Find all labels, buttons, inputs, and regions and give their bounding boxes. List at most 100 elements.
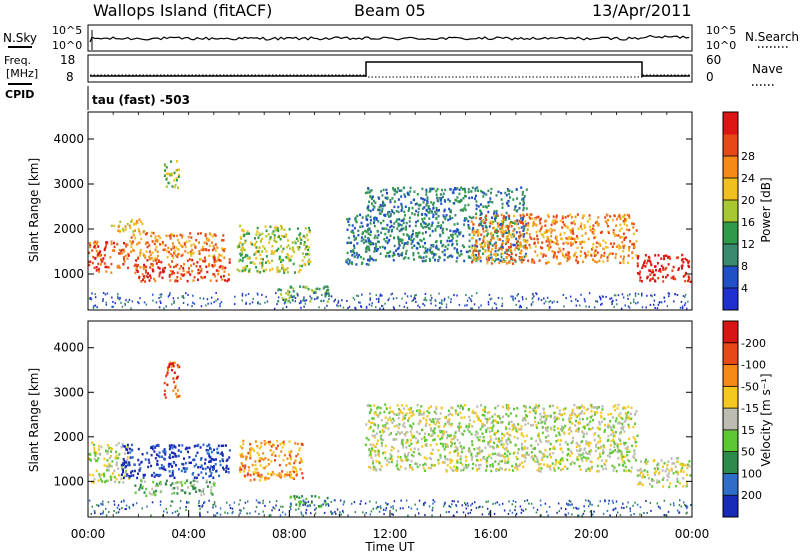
colorbar-swatch-8	[723, 112, 738, 135]
echo-region-3	[133, 258, 231, 283]
colorbar-swatch-5	[723, 178, 738, 201]
near-range-echoes	[88, 499, 692, 517]
colorbar-swatch-5	[723, 386, 738, 409]
colorbar-tick-6: 28	[741, 150, 755, 163]
freq-trace	[90, 61, 690, 77]
colorbar-swatch-1	[723, 266, 738, 289]
velocity-colorbar: 200 100 50 15 -15 -50 -100 -200	[722, 320, 766, 518]
noise-right-tick-bottom: 10^0	[706, 39, 736, 52]
cpid-label: CPID	[5, 88, 34, 101]
x-axis-label: Time UT	[364, 540, 415, 554]
ytick-label-0: 1000	[53, 474, 84, 488]
colorbar-tick-3: 16	[741, 216, 755, 229]
beam-title: Beam 05	[354, 1, 426, 20]
colorbar-swatch-3	[723, 222, 738, 245]
colorbar-tick-1: 100	[741, 467, 762, 480]
velocity-colorbar-label: Velocity [m s⁻¹]	[759, 373, 773, 466]
echo-region-0	[88, 240, 130, 274]
colorbar-swatch-2	[723, 451, 738, 474]
power-colorbar: 4 8 12 16 20 24 28	[722, 111, 755, 311]
echo-region-2	[134, 479, 216, 497]
colorbar-swatch-7	[723, 342, 738, 366]
noise-right-label: N.Search	[745, 30, 799, 44]
echo-region-1	[110, 218, 146, 234]
velocity-ylabel: Slant Range [km]	[27, 368, 41, 472]
xtick-label-0: 00:00	[71, 527, 106, 541]
echo-region-7	[636, 457, 692, 489]
ytick-label-3: 4000	[53, 341, 84, 355]
ytick-label-1: 2000	[53, 430, 84, 444]
freq-unit-label: [MHz]	[6, 67, 38, 80]
velocity-panel: 1000 2000 3000 4000 Slant Range [km] 200 100…	[27, 112, 773, 554]
colorbar-tick-3: 15	[741, 424, 755, 437]
colorbar-tick-2: 50	[741, 446, 755, 459]
power-echo-marks	[88, 160, 692, 310]
xtick-label-5: 20:00	[574, 527, 609, 541]
colorbar-swatch-7	[723, 134, 738, 157]
xtick-label-2: 08:00	[272, 527, 307, 541]
colorbar-swatch-0	[723, 288, 738, 311]
colorbar-tick-0: 200	[741, 489, 762, 502]
velocity-y-axis: 1000 2000 3000 4000	[53, 341, 692, 488]
echo-region-9	[470, 213, 639, 266]
echo-region-5	[236, 224, 312, 274]
ytick-label-2: 3000	[53, 385, 84, 399]
cpid-panel: CPID tau (fast) -503	[5, 86, 190, 110]
noise-right-tick-top: 10^5	[706, 24, 736, 37]
colorbar-swatch-6	[723, 364, 738, 387]
colorbar-tick-2: 12	[741, 238, 755, 251]
date-title: 13/Apr/2011	[592, 1, 692, 20]
echo-region-10	[636, 253, 692, 283]
nave-trace	[90, 74, 690, 78]
echo-region-4	[163, 160, 181, 189]
velocity-echo-marks	[88, 361, 692, 517]
freq-panel: Freq. [MHz] 18 8 60 0 Nave	[4, 53, 783, 86]
colorbar-tick-0: 4	[741, 282, 748, 295]
freq-label: Freq.	[4, 54, 31, 67]
power-ylabel: Slant Range [km]	[27, 158, 41, 262]
echo-region-2	[129, 231, 226, 261]
colorbar-tick-1: 8	[741, 260, 748, 273]
colorbar-tick-4: 20	[741, 194, 755, 207]
colorbar-swatch-6	[723, 156, 738, 179]
time-x-axis: 00:00 04:00 08:00 12:00 16:00 20:00 00:00	[71, 112, 710, 541]
xtick-label-3: 12:00	[373, 527, 408, 541]
colorbar-swatch-0	[723, 495, 738, 518]
noise-left-tick-bottom: 10^0	[52, 39, 82, 52]
echo-region-0	[88, 441, 131, 484]
colorbar-tick-6: -100	[741, 359, 766, 372]
echo-region-3	[163, 361, 181, 399]
site-title: Wallops Island (fitACF)	[93, 1, 272, 20]
freq-tick-top: 18	[60, 53, 75, 67]
noise-sky-trace	[89, 34, 690, 43]
colorbar-swatch-8	[723, 321, 738, 344]
echo-region-1	[120, 443, 231, 480]
cpid-value: tau (fast) -503	[92, 93, 190, 107]
colorbar-swatch-3	[723, 429, 738, 453]
colorbar-swatch-4	[723, 408, 738, 431]
echo-region-6	[364, 403, 639, 473]
nave-tick-top: 60	[706, 53, 721, 67]
colorbar-swatch-2	[723, 244, 738, 267]
xtick-label-1: 04:00	[171, 527, 206, 541]
colorbar-tick-5: 24	[741, 172, 755, 185]
colorbar-tick-7: -200	[741, 337, 766, 350]
noise-left-label: N.Sky	[3, 31, 37, 45]
echo-region-4	[239, 439, 304, 482]
colorbar-swatch-4	[723, 200, 738, 223]
noise-panel: N.Sky 10^5 10^0 10^5 10^0 N.Search	[3, 24, 799, 52]
nave-label: Nave	[752, 62, 783, 76]
ytick-label-1: 2000	[53, 222, 84, 236]
freq-tick-bottom: 8	[66, 70, 74, 84]
nave-tick-bottom: 0	[706, 70, 714, 84]
colorbar-tick-4: -15	[741, 402, 759, 415]
xtick-label-4: 16:00	[473, 527, 508, 541]
ytick-label-0: 1000	[53, 267, 84, 281]
noise-left-tick-top: 10^5	[52, 24, 82, 37]
ytick-label-2: 3000	[53, 177, 84, 191]
near-range-echoes	[88, 292, 689, 310]
ytick-label-3: 4000	[53, 132, 84, 146]
xtick-label-6: 00:00	[675, 527, 710, 541]
power-y-axis: 1000 2000 3000 4000	[53, 132, 692, 281]
